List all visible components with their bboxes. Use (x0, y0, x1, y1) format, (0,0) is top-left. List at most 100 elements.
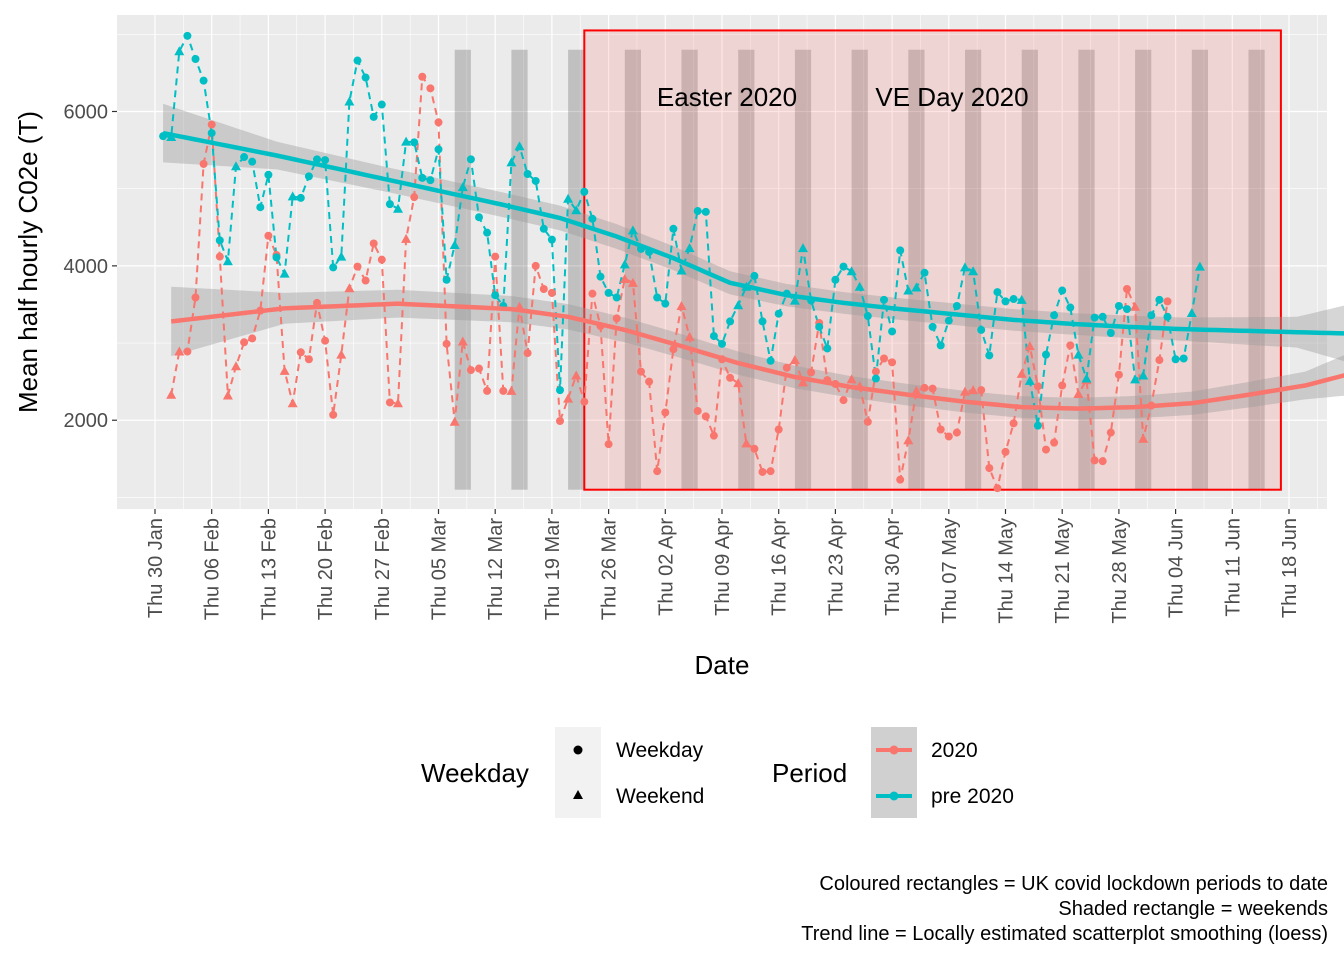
weekday-point (1050, 311, 1059, 320)
x-tick-label: Thu 28 May (1109, 518, 1131, 624)
weekday-point (993, 288, 1002, 297)
weekday-point (880, 354, 888, 363)
weekday-point (928, 322, 937, 331)
weekday-point (418, 173, 427, 182)
weekend-point (960, 386, 970, 396)
weekday-point (369, 239, 378, 248)
weekday-point (774, 309, 783, 318)
weekday-point (936, 425, 945, 434)
weekday-point (466, 366, 475, 375)
weekday-point (523, 170, 532, 179)
weekend-point (903, 285, 914, 295)
weekend-point (514, 141, 525, 151)
x-tick-label: Thu 18 Jun (1279, 518, 1301, 618)
legend-pre2020-label: pre 2020 (931, 785, 1014, 808)
legend-weekday-label: Weekday (616, 739, 704, 762)
weekend-point (911, 282, 922, 292)
weekday-point (304, 355, 313, 364)
weekend-point (344, 283, 355, 293)
legend-color-key-bg (871, 727, 917, 818)
weekend-point (344, 96, 355, 106)
weekday-point (321, 156, 330, 165)
weekend-point (1073, 388, 1084, 398)
weekend-point (676, 265, 687, 275)
legend-color-title: Period (772, 758, 847, 788)
weekday-point (1042, 445, 1050, 454)
weekend-point (684, 331, 695, 341)
weekend-point (506, 385, 517, 395)
weekday-point (556, 386, 564, 395)
weekday-point (296, 348, 305, 357)
legend-shape-title: Weekday (421, 758, 529, 788)
weekday-point (1001, 447, 1010, 456)
x-tick-label: Thu 27 Feb (372, 518, 394, 620)
weekday-point (1123, 305, 1131, 314)
weekday-point (547, 235, 556, 244)
weekday-point (718, 339, 726, 348)
weekend-point (789, 355, 800, 365)
weekday-point (361, 73, 370, 82)
weekday-point (353, 262, 362, 271)
x-tick-label: Thu 13 Feb (258, 518, 280, 620)
weekend-point (1130, 374, 1141, 384)
weekday-point (693, 406, 702, 415)
weekday-point (985, 351, 994, 360)
weekday-point (491, 252, 500, 261)
caption-line-1: Coloured rectangles = UK covid lockdown … (819, 873, 1328, 895)
weekday-point (475, 213, 483, 222)
weekend-point (287, 398, 298, 408)
weekend-rect (511, 49, 528, 490)
weekday-point (993, 484, 1002, 493)
weekend-point (457, 182, 468, 192)
weekday-point (1009, 419, 1018, 428)
weekday-point (612, 314, 621, 323)
legend-2020-key-point (889, 745, 899, 755)
weekday-point (888, 327, 897, 336)
weekday-point (442, 339, 451, 348)
weekday-point (191, 293, 200, 302)
x-tick-label: Thu 06 Feb (202, 518, 224, 620)
weekday-point (531, 261, 540, 270)
weekday-point (985, 464, 994, 473)
trend-band-1 (163, 103, 1344, 362)
weekend-point (174, 346, 185, 356)
weekend-point (401, 233, 412, 243)
weekend-rect (568, 49, 585, 490)
annotation-ve-day: VE Day 2020 (875, 82, 1028, 112)
weekend-rect (624, 49, 641, 490)
weekend-rect (1021, 49, 1038, 490)
weekday-point (491, 291, 500, 300)
weekday-point (693, 207, 702, 216)
weekend-point (449, 416, 460, 426)
caption-line-2: Shaded rectangle = weekends (1058, 898, 1328, 920)
x-tick-label: Thu 11 Jun (1222, 518, 1244, 617)
weekend-point (798, 377, 808, 387)
weekday-point (207, 129, 216, 138)
weekend-point (231, 161, 241, 171)
weekend-point (1138, 370, 1149, 380)
weekday-point (199, 159, 208, 168)
weekday-point (661, 408, 670, 417)
weekend-point (960, 262, 970, 272)
weekday-point (1179, 354, 1188, 363)
weekend-rectangles (454, 49, 1265, 490)
weekend-point (393, 203, 403, 213)
weekday-point (580, 187, 589, 196)
weekday-point (1001, 297, 1010, 306)
weekday-point (1090, 313, 1099, 322)
weekend-point (1016, 294, 1027, 304)
trend-band-0 (171, 286, 1344, 420)
x-tick-label: Thu 02 Apr (655, 518, 677, 616)
y-tick-label: 4000 (64, 256, 109, 278)
weekday-point (264, 170, 273, 179)
weekday-point (1171, 355, 1180, 364)
legend: Weekday Weekday Weekend Period 2020 pre … (421, 727, 1014, 818)
weekday-point (645, 377, 654, 386)
weekday-point (1098, 312, 1107, 321)
weekday-point (669, 224, 678, 233)
legend-2020-label: 2020 (931, 739, 978, 762)
weekday-point (434, 118, 443, 127)
weekday-point (637, 367, 645, 376)
weekend-point (903, 435, 914, 445)
weekday-point (863, 312, 872, 321)
